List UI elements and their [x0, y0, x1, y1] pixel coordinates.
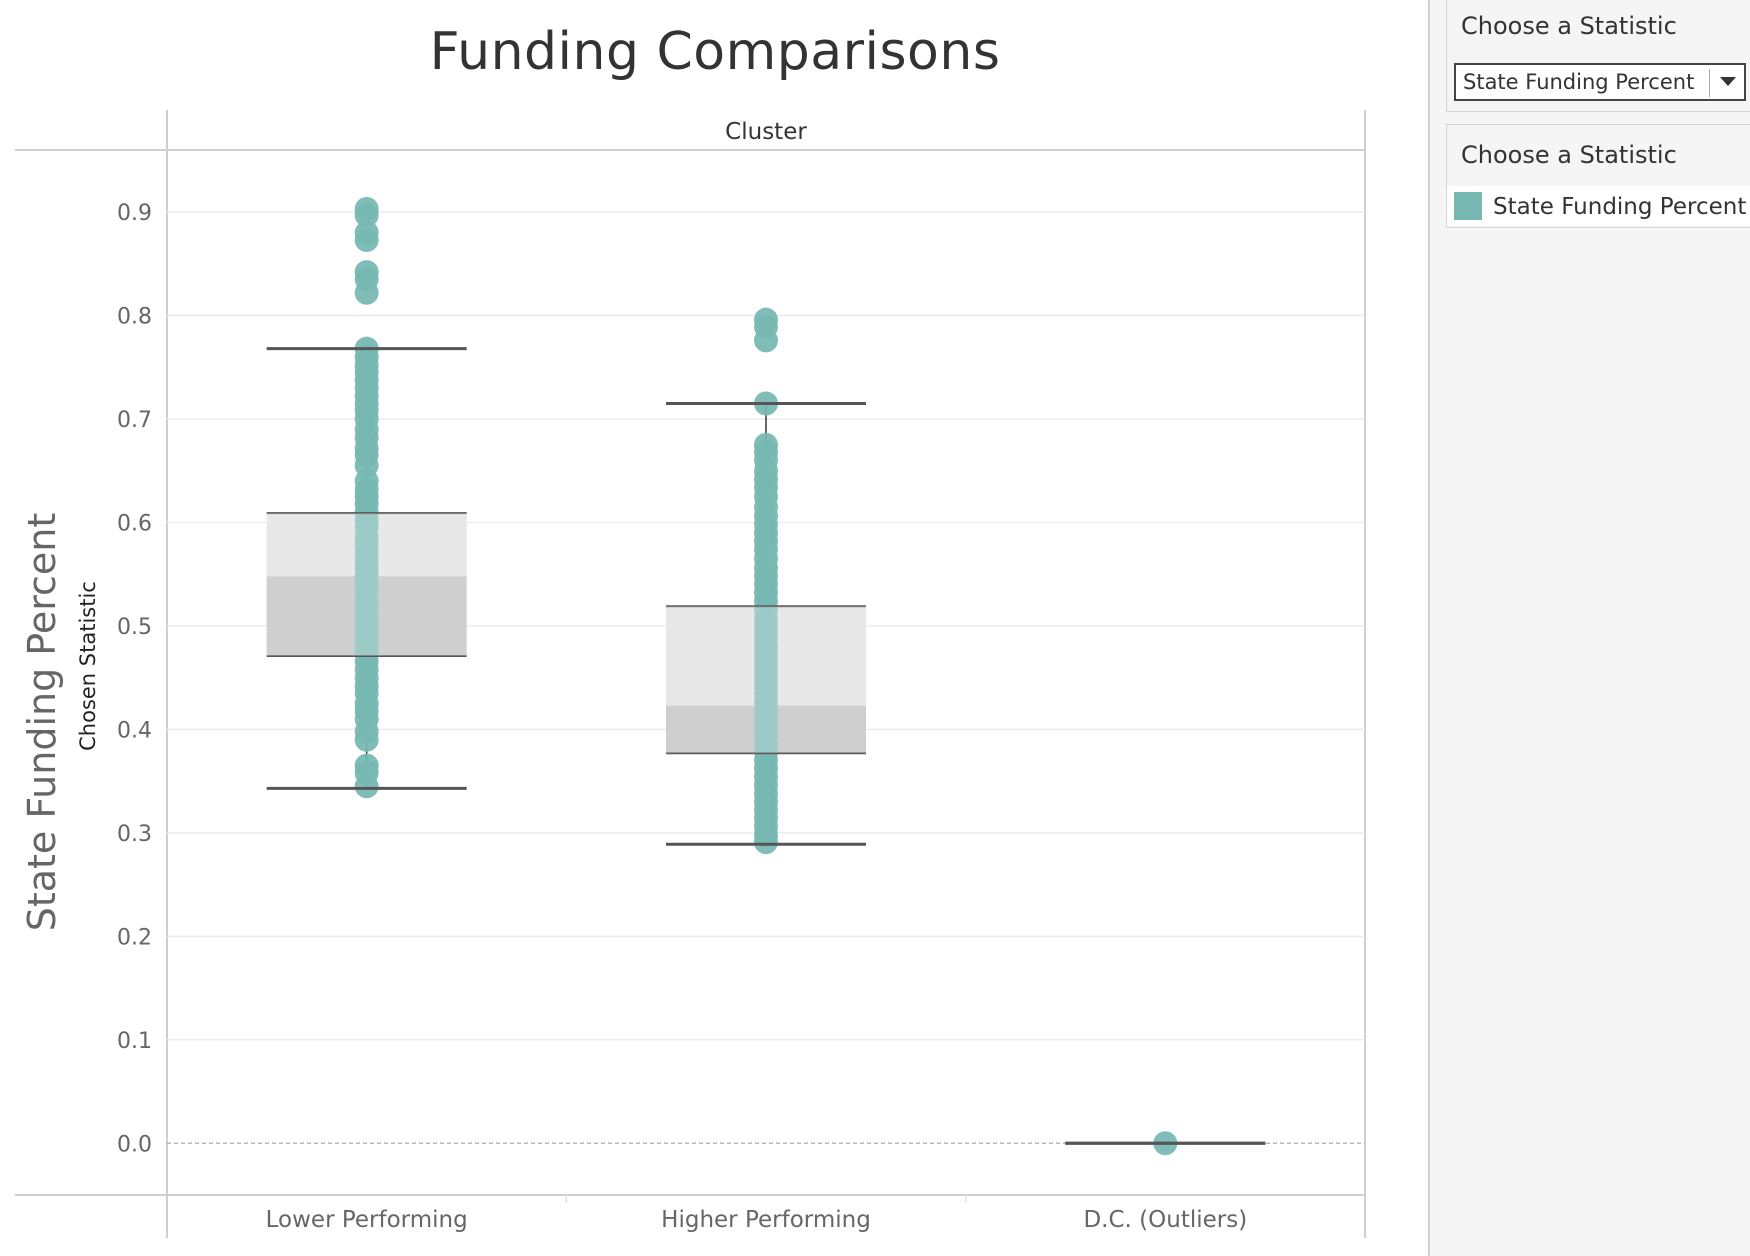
- y-tick-label: 0.5: [117, 615, 152, 640]
- parameter-panel: Choose a Statistic State Funding Percent: [1446, 0, 1750, 112]
- parameter-title: Choose a Statistic: [1461, 12, 1677, 40]
- y-tick-label: 0.1: [117, 1029, 152, 1054]
- dropdown-divider: [1709, 69, 1710, 97]
- y-axis-subtitle: Chosen Statistic: [76, 581, 100, 751]
- data-point: [354, 203, 379, 228]
- y-tick-label: 0.2: [117, 925, 152, 950]
- statistic-dropdown-value: State Funding Percent: [1463, 70, 1695, 94]
- y-tick-label: 0.0: [117, 1132, 152, 1157]
- y-tick-label: 0.8: [117, 305, 152, 330]
- y-tick-label: 0.7: [117, 408, 152, 433]
- box-overlay: [266, 513, 467, 656]
- y-tick-label: 0.6: [117, 511, 152, 536]
- y-tick-label: 0.9: [117, 201, 152, 226]
- data-point: [754, 328, 778, 353]
- legend-swatch: [1454, 192, 1482, 220]
- x-category-label: Lower Performing: [266, 1207, 468, 1233]
- column-header: Cluster: [725, 119, 807, 145]
- sidebar: Choose a Statistic State Funding Percent…: [1428, 0, 1750, 1256]
- legend-title: Choose a Statistic: [1461, 141, 1677, 169]
- legend-item-label: State Funding Percent: [1493, 194, 1747, 220]
- legend-item[interactable]: State Funding Percent: [1447, 186, 1750, 226]
- statistic-dropdown[interactable]: State Funding Percent: [1454, 63, 1746, 101]
- dropdown-arrow-icon[interactable]: [1720, 77, 1736, 86]
- data-point: [754, 830, 778, 855]
- chart-title: Funding Comparisons: [429, 22, 1001, 82]
- boxplot-svg: Cluster 0.0 0.1 0.2 0.3 0.4 0.5 0.6 0.7 0.8 0.9 Low…: [15, 110, 1366, 1238]
- y-tick-label: 0.4: [117, 718, 152, 743]
- data-point: [354, 727, 379, 752]
- x-category-label: D.C. (Outliers): [1083, 1207, 1247, 1233]
- chart-area: Funding Comparisons Cluster 0.0 0.1 0.2 0.3 0…: [15, 22, 1366, 1238]
- legend-panel: Choose a Statistic State Funding Percent: [1446, 124, 1750, 228]
- x-category-label: Higher Performing: [661, 1207, 871, 1233]
- data-point: [354, 228, 379, 253]
- data-point: [354, 774, 379, 799]
- y-axis-title: State Funding Percent: [20, 512, 64, 932]
- box-overlay: [666, 606, 866, 754]
- data-point: [354, 280, 379, 305]
- y-tick-label: 0.3: [117, 822, 152, 847]
